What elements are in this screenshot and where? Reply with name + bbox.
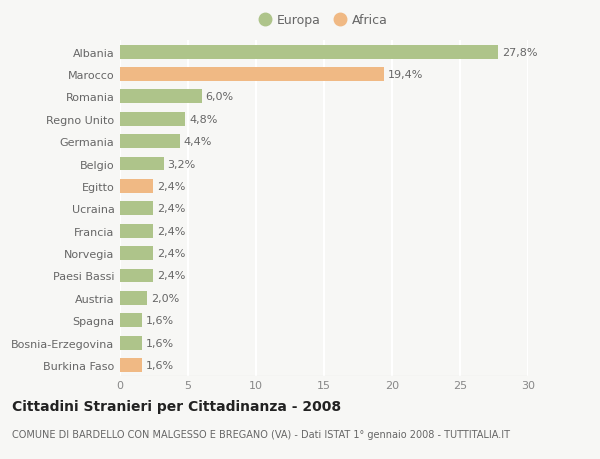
Text: COMUNE DI BARDELLO CON MALGESSO E BREGANO (VA) - Dati ISTAT 1° gennaio 2008 - TU: COMUNE DI BARDELLO CON MALGESSO E BREGAN… <box>12 429 510 439</box>
Bar <box>120 358 142 372</box>
Bar <box>120 112 185 126</box>
Text: 1,6%: 1,6% <box>146 338 174 348</box>
Bar <box>120 313 142 327</box>
Text: Cittadini Stranieri per Cittadinanza - 2008: Cittadini Stranieri per Cittadinanza - 2… <box>12 399 341 413</box>
Bar <box>120 179 152 193</box>
Text: 27,8%: 27,8% <box>502 47 538 57</box>
Bar <box>120 68 384 82</box>
Text: 2,4%: 2,4% <box>157 204 185 214</box>
Bar <box>120 269 152 283</box>
Text: 4,8%: 4,8% <box>190 114 218 124</box>
Text: 2,4%: 2,4% <box>157 271 185 281</box>
Text: 2,4%: 2,4% <box>157 181 185 191</box>
Text: 19,4%: 19,4% <box>388 70 423 80</box>
Text: 1,6%: 1,6% <box>146 360 174 370</box>
Legend: Europa, Africa: Europa, Africa <box>257 11 391 31</box>
Bar <box>120 291 147 305</box>
Bar <box>120 135 180 149</box>
Bar <box>120 336 142 350</box>
Bar <box>120 202 152 216</box>
Text: 2,4%: 2,4% <box>157 248 185 258</box>
Text: 3,2%: 3,2% <box>167 159 196 169</box>
Bar <box>120 246 152 260</box>
Text: 4,4%: 4,4% <box>184 137 212 147</box>
Text: 2,4%: 2,4% <box>157 226 185 236</box>
Text: 2,0%: 2,0% <box>151 293 179 303</box>
Text: 6,0%: 6,0% <box>206 92 234 102</box>
Bar <box>120 45 498 59</box>
Bar <box>120 157 164 171</box>
Bar <box>120 224 152 238</box>
Bar <box>120 90 202 104</box>
Text: 1,6%: 1,6% <box>146 315 174 325</box>
